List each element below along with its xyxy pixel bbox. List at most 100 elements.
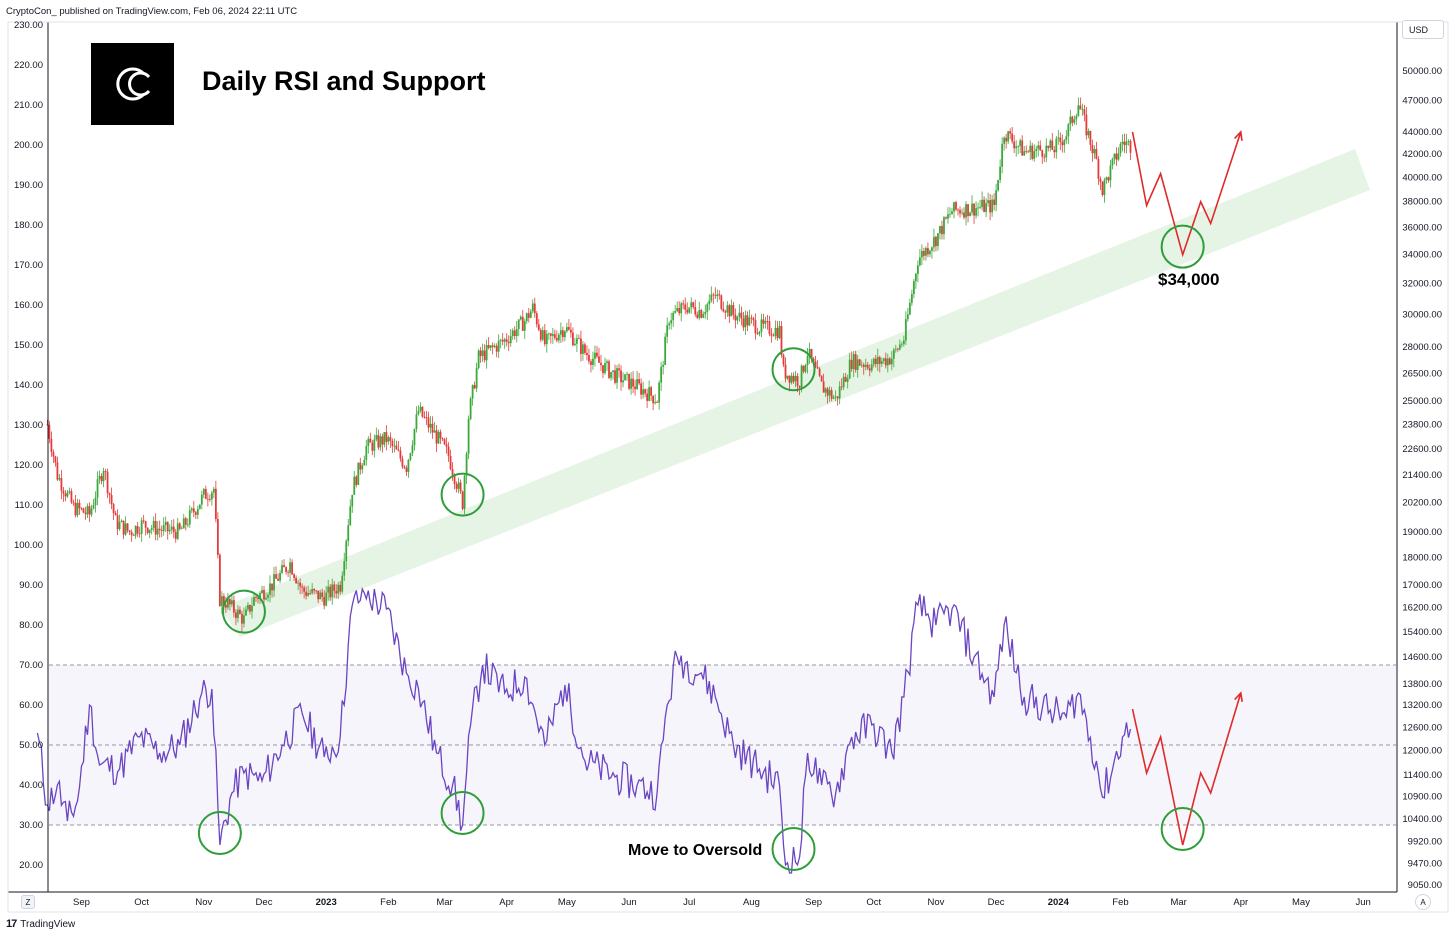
right-tick-label: 21400.00 [1402,470,1442,481]
candle [898,339,901,351]
candle [1097,156,1100,185]
right-axis-ticks: 50000.00 47000.00 44000.00 42000.00 40000.00… [1402,66,1442,891]
zoom-button[interactable]: Z [21,895,35,909]
candle [860,360,863,368]
candle [828,386,831,402]
candle [132,533,135,536]
candle [255,595,257,603]
right-tick-label: 9470.00 [1408,858,1442,869]
candle [104,468,107,480]
candle [489,345,492,351]
currency-button[interactable]: USD [1402,20,1444,39]
candle [397,441,400,452]
candle [461,490,464,511]
candle [999,159,1002,184]
candle [441,437,444,441]
candle [144,520,147,536]
candle [935,235,937,252]
candle [112,503,115,520]
candle [393,438,396,453]
candle [628,373,630,391]
right-tick-label: 40000.00 [1402,172,1442,183]
candle [1089,130,1092,151]
candle [612,370,614,380]
candle [1081,103,1084,116]
candle [457,477,460,494]
candle [327,579,330,601]
candle [405,465,408,477]
candle [682,299,685,310]
candle [1045,138,1048,163]
candle [451,462,454,481]
rsi-low-circle [197,811,242,855]
candle [251,597,253,619]
candle [862,362,865,375]
candle [423,411,426,419]
candle [710,286,713,303]
left-tick-label: 100.00 [14,540,43,551]
candle [1009,128,1012,140]
x-tick-label: Nov [927,897,944,908]
right-tick-label: 50000.00 [1402,66,1442,77]
candle [742,311,745,331]
auto-scale-button[interactable]: A [1415,894,1431,910]
candle [786,375,789,381]
candle [602,365,604,379]
candle [923,247,925,261]
candle [912,278,915,299]
candle [1027,149,1030,153]
candle [644,388,647,398]
candle [78,499,81,515]
candle [858,358,861,367]
candle [945,216,947,220]
candle [455,481,458,493]
candle [1067,122,1070,145]
candle [271,583,273,598]
left-tick-label: 130.00 [14,420,43,431]
candle [704,304,707,319]
candle [792,372,795,385]
x-axis-ticks: Sep Oct Nov Dec 2023 Feb Mar Apr May Jun Jul Aug Sep… [73,897,1371,908]
candle [425,411,428,426]
footer-brand[interactable]: TradingView [20,918,76,930]
candle [62,486,65,502]
candle [108,492,111,504]
candle [760,313,763,338]
candle [475,362,478,393]
candle [736,315,739,325]
candle [507,335,510,352]
candle [876,348,879,372]
right-tick-label: 47000.00 [1402,95,1442,106]
candle [1041,149,1044,164]
candle [744,310,747,336]
candle [293,573,295,581]
candle [941,220,943,240]
candle [501,333,504,346]
candle [914,272,917,289]
candle [140,517,143,542]
tradingview-logo-icon: 17 [6,918,17,930]
candle [182,513,185,529]
candle [690,297,693,314]
candle [728,303,731,324]
candle [307,585,310,597]
x-tick-label: Oct [134,897,149,908]
right-tick-label: 18000.00 [1402,553,1442,564]
x-tick-label: Mar [436,897,452,908]
candle [636,371,638,390]
candle [953,201,955,219]
candle [1001,137,1004,174]
candle [267,592,269,602]
left-tick-label: 20.00 [19,860,43,871]
rsi-line [36,586,1132,874]
candle [419,402,422,413]
candle [497,334,500,359]
candle [630,372,632,395]
candle [582,341,584,361]
candle [957,208,959,216]
candle [794,370,797,388]
candle [1071,115,1074,127]
candle [890,351,893,371]
candle [1021,135,1024,156]
candle [164,516,167,533]
